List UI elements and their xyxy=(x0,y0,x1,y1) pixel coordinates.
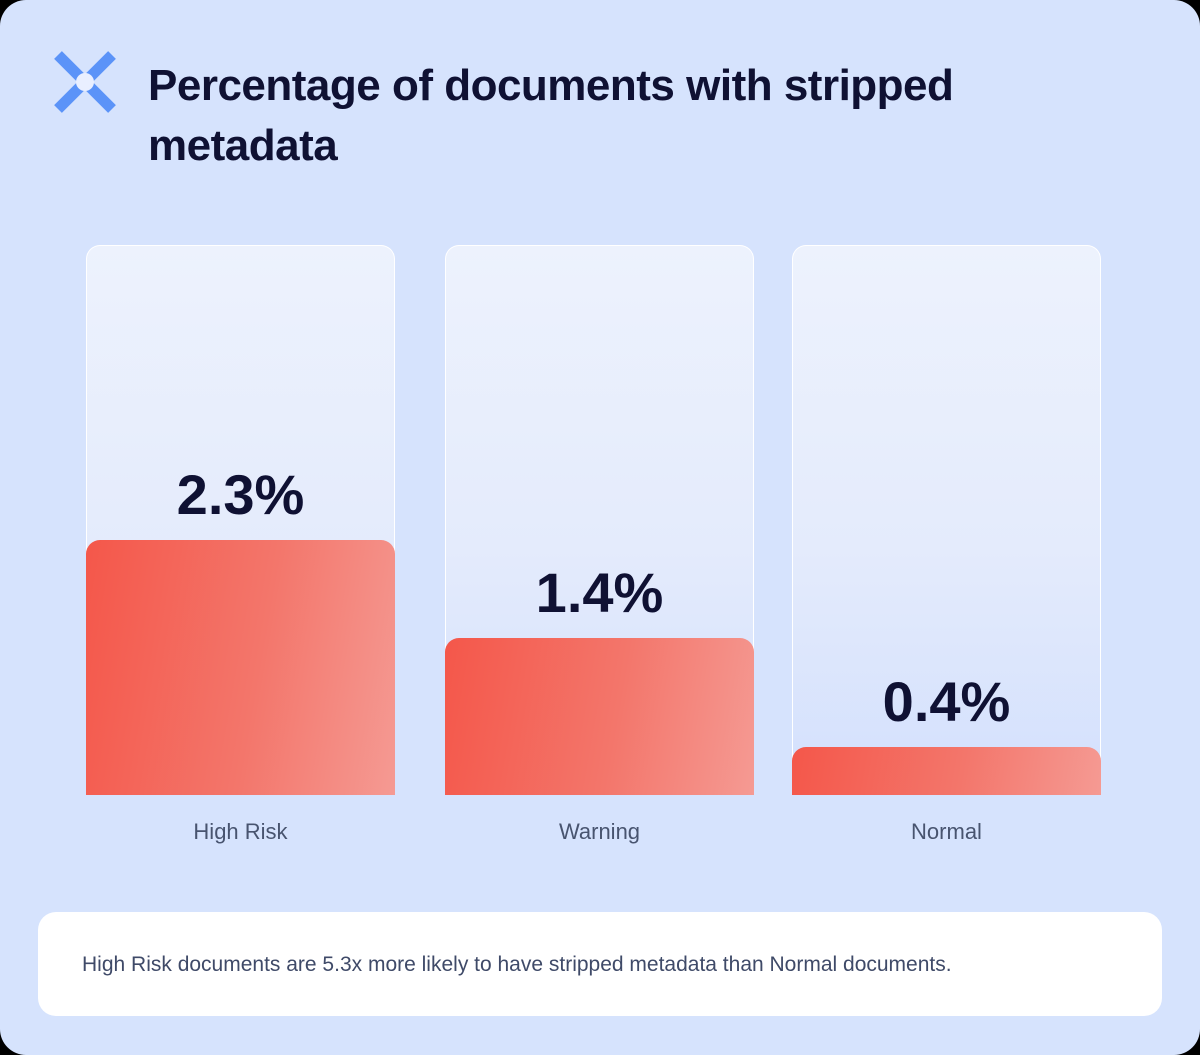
bar-normal xyxy=(792,747,1101,795)
bar-column-high-risk: 2.3% High Risk xyxy=(86,245,395,844)
insight-note: High Risk documents are 5.3x more likely… xyxy=(38,912,1162,1016)
insight-note-text: High Risk documents are 5.3x more likely… xyxy=(82,953,952,976)
bar-track xyxy=(792,245,1101,795)
bar-column-normal: 0.4% Normal xyxy=(792,245,1101,844)
x-cross-logo-icon xyxy=(54,51,116,113)
category-label-warning: Warning xyxy=(558,819,641,844)
bar-column-warning: 1.4% Warning xyxy=(445,245,754,844)
bar-warning xyxy=(445,638,754,795)
category-label-high-risk: High Risk xyxy=(193,819,288,844)
value-label-warning: 1.4% xyxy=(535,561,664,624)
value-label-high-risk: 2.3% xyxy=(176,463,305,526)
value-label-normal: 0.4% xyxy=(882,670,1011,733)
bar-high-risk xyxy=(86,540,395,795)
category-label-normal: Normal xyxy=(911,819,982,844)
chart-title: Percentage of documents with stripped me… xyxy=(148,61,954,170)
